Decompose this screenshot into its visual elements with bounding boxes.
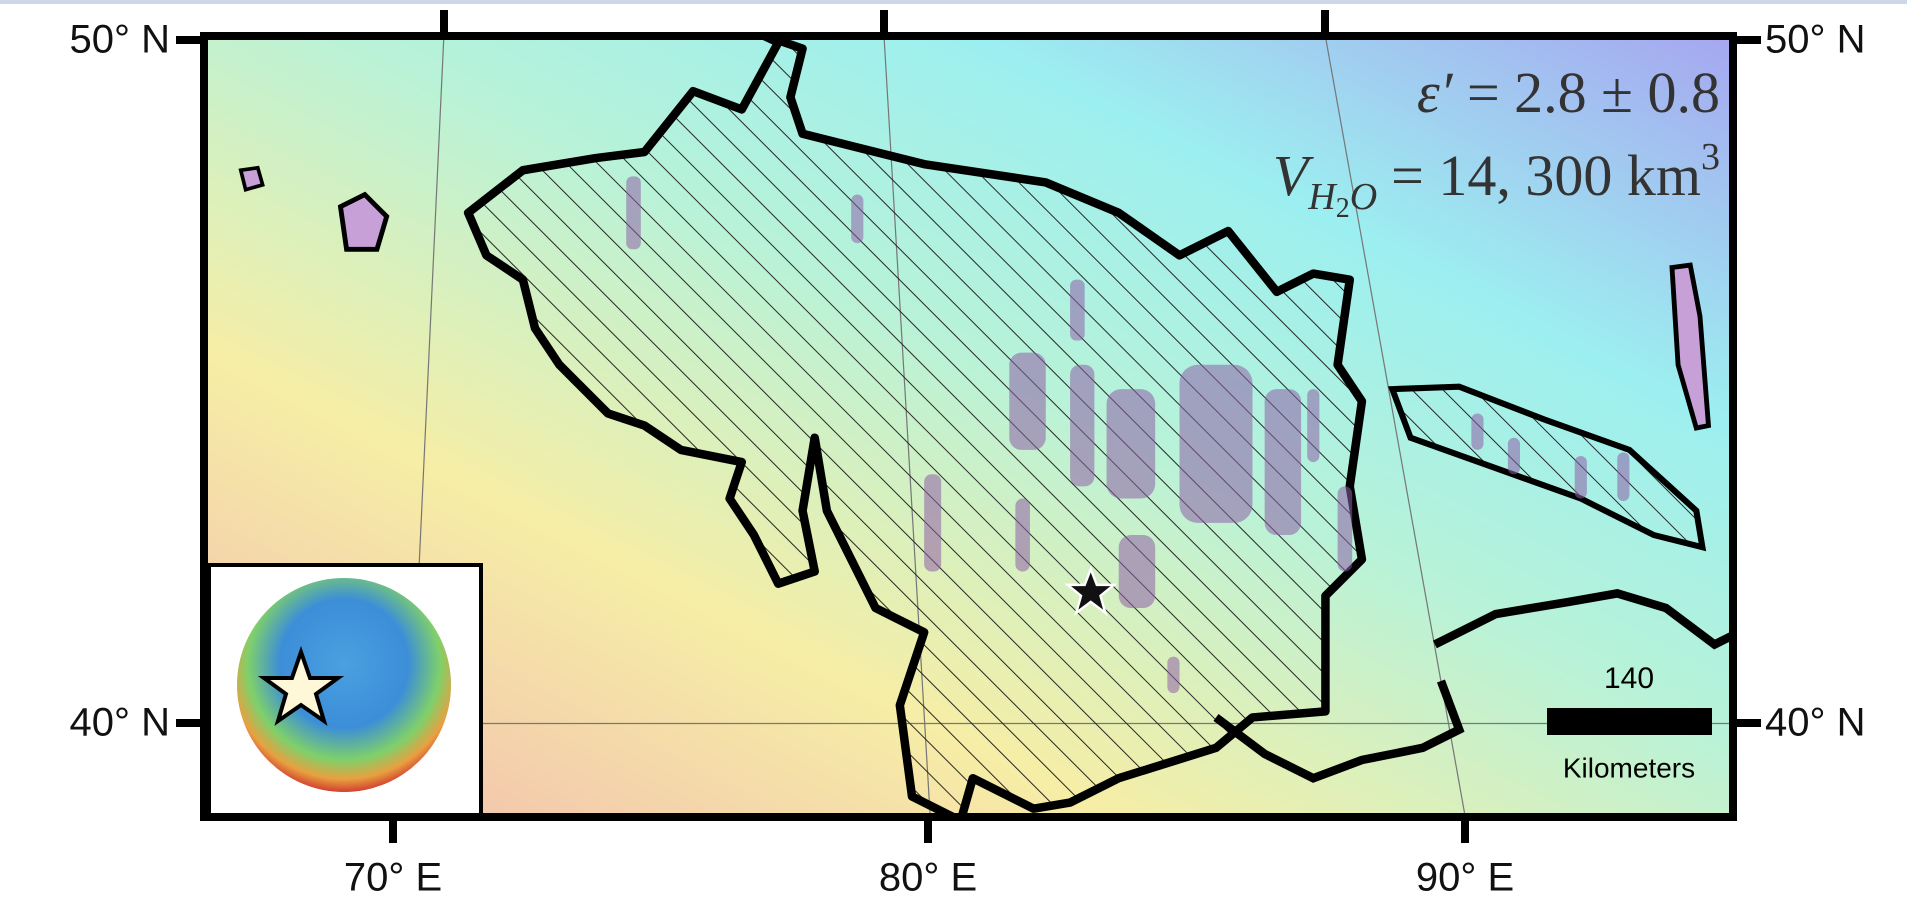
map-figure: ε′ = 2.8 ± 0.8 VH2O= 14, 300 km3 140 Kil… [0, 0, 1907, 907]
epsilon-line: ε′ = 2.8 ± 0.8 [1417, 60, 1720, 125]
lat-label: 40° N [1765, 701, 1866, 745]
subscript: O [1350, 176, 1377, 218]
superscript: 3 [1701, 136, 1720, 178]
subscript: 2 [1336, 193, 1350, 224]
lon-label: 80° E [879, 856, 977, 900]
scale-unit: Kilometers [1563, 752, 1695, 783]
value: = 14, 300 km [1391, 143, 1701, 208]
scale-rect [1547, 708, 1712, 735]
value: = 2.8 ± 0.8 [1467, 60, 1720, 125]
globe [237, 578, 451, 792]
symbol: ε′ [1417, 60, 1454, 125]
lon-label: 70° E [344, 856, 442, 900]
subscript: H [1307, 176, 1338, 218]
outlier-region [241, 168, 263, 190]
lon-label: 90° E [1416, 856, 1514, 900]
inset [209, 565, 481, 817]
map-area: ε′ = 2.8 ± 0.8 VH2O= 14, 300 km3 140 Kil… [204, 34, 1739, 821]
lat-label: 40° N [70, 701, 171, 745]
top-border [0, 0, 1907, 4]
scale-value: 140 [1604, 662, 1654, 695]
lat-label: 50° N [1765, 18, 1866, 62]
lat-label: 50° N [70, 18, 171, 62]
